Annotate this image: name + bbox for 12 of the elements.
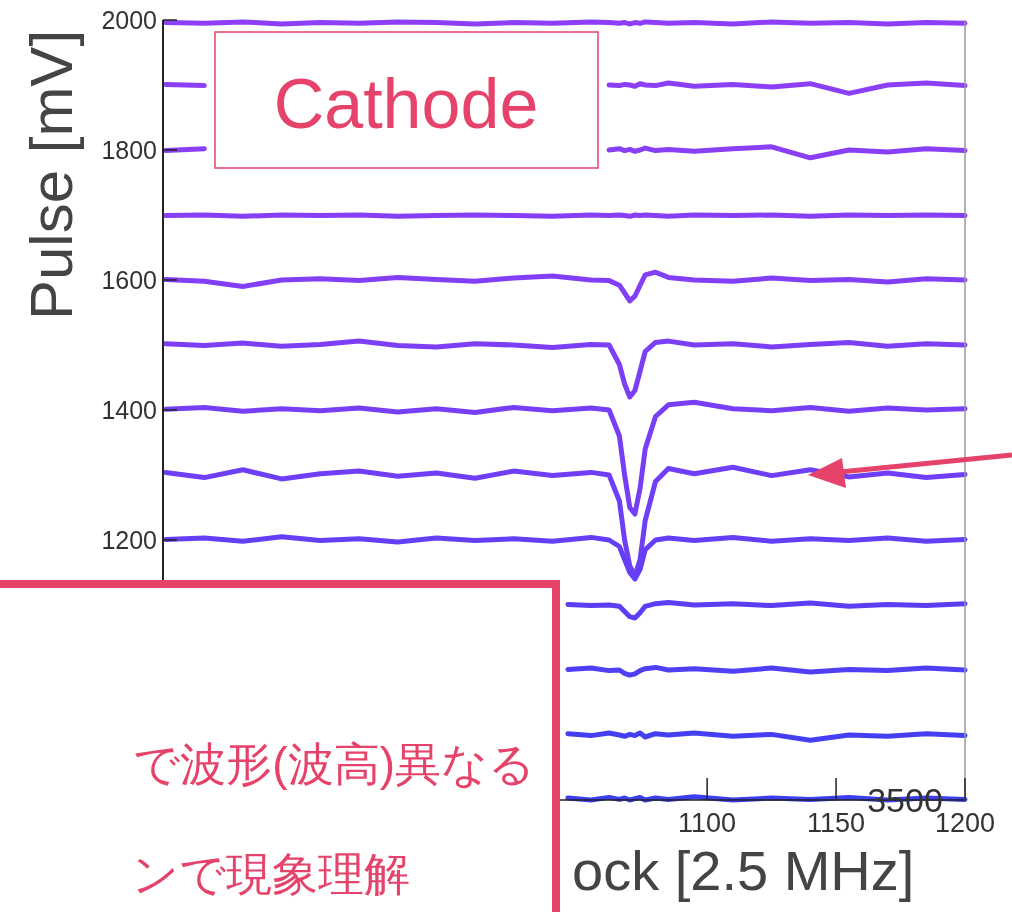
x-axis-title: ock [2.5 MHz]: [572, 839, 915, 902]
x-tick-label: 1150: [807, 808, 866, 838]
y-tick-label: 1200: [101, 526, 157, 554]
y-tick-label: 1400: [101, 396, 157, 424]
y-tick-label: 1800: [101, 136, 157, 164]
text: ンで現象理解: [132, 848, 410, 900]
y-tick-label: 2000: [101, 6, 157, 34]
annotation: で波形(波高)異なる: [133, 738, 535, 790]
annotation: Cathode: [273, 65, 539, 143]
y-axis-title: Pulse [mV]: [18, 29, 85, 321]
y-tick-label: 1600: [101, 266, 157, 294]
x-tick-label: 1100: [678, 808, 737, 838]
